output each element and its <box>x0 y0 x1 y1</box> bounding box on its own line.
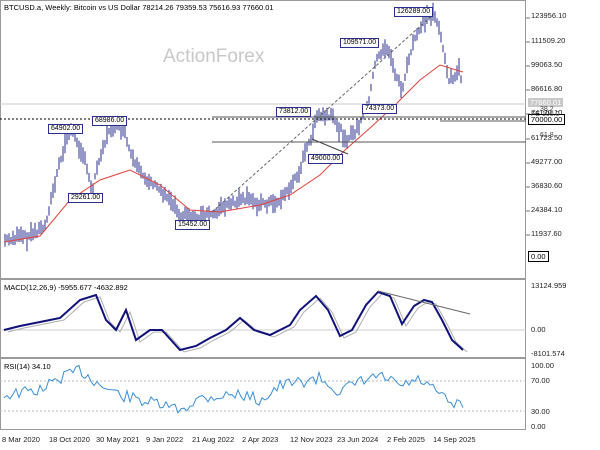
macd-indicator-pane[interactable] <box>0 279 526 358</box>
callout-support: 74373.00 <box>362 104 398 114</box>
price-axis-label: 74170.10 <box>531 108 563 117</box>
macd-line <box>3 290 464 352</box>
rsi-indicator-pane[interactable] <box>0 358 526 430</box>
projection-line <box>311 138 349 155</box>
price-axis-label: 11937.60 <box>531 229 562 238</box>
chart-title: BTCUSD.a, Weekly: Bitcoin vs US Dollar 7… <box>4 3 274 12</box>
price-axis-label: 49277.00 <box>531 157 563 166</box>
fib-label-61: 61.8 <box>540 132 554 139</box>
rsi-axis-label: 100.00 <box>531 361 554 370</box>
macd-title: MACD(12,26,9) -5955.677 -4632.892 <box>4 283 128 292</box>
time-axis-label: 12 Nov 2023 <box>290 435 333 444</box>
time-axis-label: 14 Sep 2025 <box>433 435 476 444</box>
rsi-line <box>3 364 464 414</box>
price-axis-label: 99063.50 <box>531 60 563 69</box>
time-axis-label: 18 Oct 2020 <box>49 435 90 444</box>
callout-low-2024: 49000.00 <box>308 154 344 164</box>
fib-label-fe100: FE 100.0 <box>531 111 560 118</box>
rsi-axis-label: 70.00 <box>531 376 550 385</box>
rsi-axis-label: 30.00 <box>531 407 550 416</box>
callout-high: 126289.00 <box>394 7 434 17</box>
zero-price-tag: 0.00 <box>528 251 549 262</box>
time-axis-label: 8 Mar 2020 <box>2 435 40 444</box>
callout-2022-low: 15452.00 <box>175 220 211 230</box>
callout-2021-high-1: 64902.00 <box>48 124 84 134</box>
price-axis-label: 36830.60 <box>531 181 563 190</box>
fib-label-38: 38.2 <box>540 106 554 113</box>
callout-peak: 109571.00 <box>340 38 380 48</box>
callout-2021-low: 29261.00 <box>68 193 104 203</box>
time-axis-label: 23 Jun 2024 <box>337 435 379 444</box>
callout-2021-high-2: 68986.00 <box>92 116 128 126</box>
price-axis-label: 61723.50 <box>531 133 563 142</box>
watermark: ActionForex <box>163 46 265 67</box>
rsi-title: RSI(14) 34.10 <box>4 362 51 371</box>
macd-axis-label: 13124.959 <box>531 281 567 290</box>
level-price-tag: 70000.00 <box>528 114 566 125</box>
current-price-tag: 77660.01 <box>528 98 564 107</box>
moving-average-line <box>3 64 464 243</box>
price-chart-pane[interactable] <box>0 0 526 279</box>
trend-line <box>211 13 435 213</box>
macd-trend-line <box>377 290 471 315</box>
price-axis-label: 86616.80 <box>531 84 563 93</box>
price-axis-label: 111509.20 <box>531 36 566 45</box>
price-axis-label: 123956.10 <box>531 11 567 20</box>
rsi-axis-label: 0.00 <box>531 422 546 431</box>
macd-axis-label: -8101.574 <box>531 349 565 358</box>
price-axis-label: 24384.10 <box>531 205 563 214</box>
time-axis-label: 30 May 2021 <box>96 435 140 444</box>
macd-axis-label: 0.00 <box>531 325 546 334</box>
time-axis-label: 21 Aug 2022 <box>192 435 235 444</box>
time-axis-label: 2 Apr 2023 <box>242 435 279 444</box>
callout-top-2024: 73812.00 <box>276 107 312 117</box>
time-axis-label: 9 Jan 2022 <box>146 435 184 444</box>
time-axis-label: 2 Feb 2025 <box>387 435 425 444</box>
